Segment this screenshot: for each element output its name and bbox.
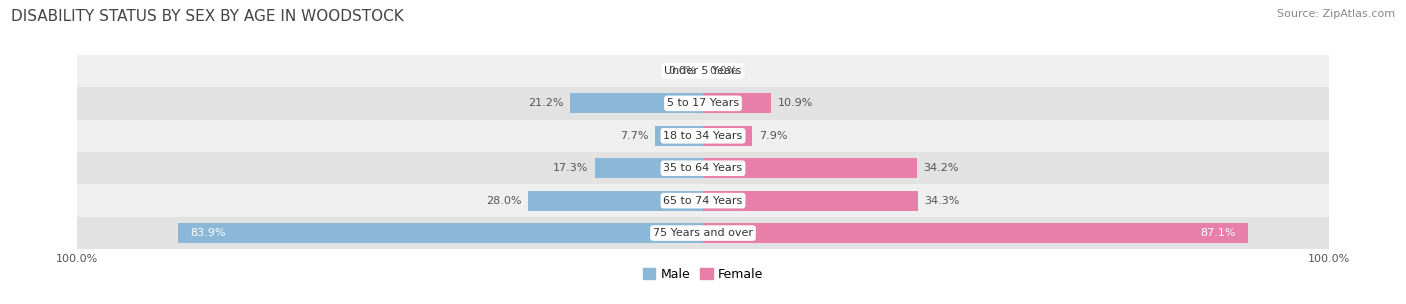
Text: 0.0%: 0.0% xyxy=(668,66,697,76)
Bar xyxy=(655,126,703,146)
Text: 75 Years and over: 75 Years and over xyxy=(652,228,754,238)
Bar xyxy=(179,223,703,243)
Text: 7.9%: 7.9% xyxy=(759,131,787,141)
Text: 34.3%: 34.3% xyxy=(924,196,959,206)
Bar xyxy=(77,217,1329,249)
Bar xyxy=(703,93,772,113)
Text: Under 5 Years: Under 5 Years xyxy=(665,66,741,76)
Bar xyxy=(77,119,1329,152)
Text: 35 to 64 Years: 35 to 64 Years xyxy=(664,163,742,173)
Bar xyxy=(703,223,1249,243)
Bar xyxy=(703,126,752,146)
Text: Source: ZipAtlas.com: Source: ZipAtlas.com xyxy=(1277,9,1395,19)
Text: 87.1%: 87.1% xyxy=(1199,228,1236,238)
Bar xyxy=(527,191,703,211)
Bar xyxy=(77,55,1329,87)
Text: 34.2%: 34.2% xyxy=(924,163,959,173)
Text: 10.9%: 10.9% xyxy=(778,98,813,108)
Bar xyxy=(703,191,918,211)
Text: 18 to 34 Years: 18 to 34 Years xyxy=(664,131,742,141)
Text: DISABILITY STATUS BY SEX BY AGE IN WOODSTOCK: DISABILITY STATUS BY SEX BY AGE IN WOODS… xyxy=(11,9,404,24)
Text: 5 to 17 Years: 5 to 17 Years xyxy=(666,98,740,108)
Text: 0.0%: 0.0% xyxy=(709,66,738,76)
Bar xyxy=(595,158,703,178)
Text: 21.2%: 21.2% xyxy=(529,98,564,108)
Bar xyxy=(77,87,1329,119)
Bar xyxy=(77,185,1329,217)
Legend: Male, Female: Male, Female xyxy=(638,263,768,286)
Bar xyxy=(77,152,1329,185)
Bar xyxy=(703,158,917,178)
Text: 83.9%: 83.9% xyxy=(191,228,226,238)
Text: 65 to 74 Years: 65 to 74 Years xyxy=(664,196,742,206)
Bar xyxy=(571,93,703,113)
Text: 17.3%: 17.3% xyxy=(553,163,589,173)
Text: 7.7%: 7.7% xyxy=(620,131,648,141)
Text: 28.0%: 28.0% xyxy=(486,196,522,206)
